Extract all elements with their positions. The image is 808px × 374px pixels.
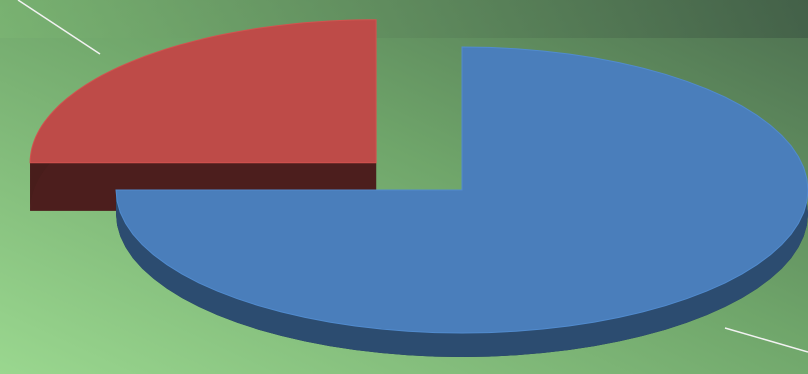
leader-line: [724, 327, 808, 353]
pie: [29, 19, 808, 357]
header-band: [0, 0, 808, 38]
slice: [115, 46, 808, 334]
leader-line: [17, 0, 101, 55]
slice: [29, 19, 377, 164]
